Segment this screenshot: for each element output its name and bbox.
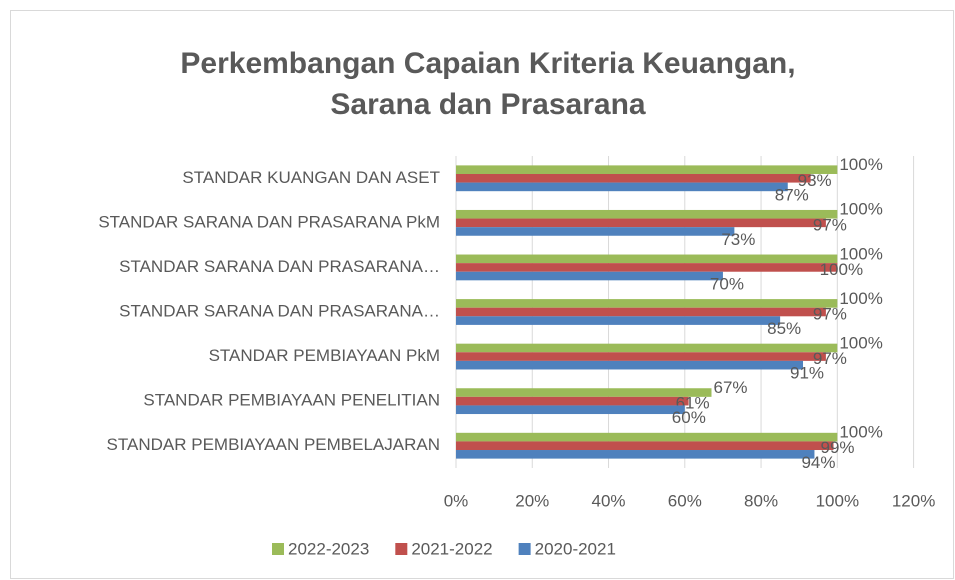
category-label: STANDAR SARANA DAN PRASARANA PkM — [98, 212, 440, 231]
bar — [456, 254, 838, 264]
data-label: 100% — [839, 289, 882, 308]
legend-swatch — [272, 543, 284, 555]
data-label: 100% — [839, 244, 882, 263]
bar — [456, 450, 815, 459]
x-tick-label: 80% — [744, 491, 778, 510]
x-tick-label: 40% — [592, 491, 626, 510]
x-tick-label: 120% — [892, 491, 935, 510]
x-tick-label: 100% — [816, 491, 859, 510]
category-label: STANDAR KUANGAN DAN ASET — [182, 168, 440, 187]
bar — [456, 441, 834, 451]
bar — [456, 405, 685, 415]
category-label: STANDAR PEMBIAYAAN PEMBELAJARAN — [107, 435, 440, 454]
chart-title: Perkembangan Capaian Kriteria Keuangan, — [180, 47, 795, 80]
data-label: 100% — [820, 260, 863, 279]
data-label: 93% — [798, 171, 832, 190]
data-label: 70% — [710, 275, 744, 294]
x-tick-label: 20% — [515, 491, 549, 510]
bar — [456, 227, 735, 236]
data-label: 100% — [839, 423, 882, 442]
legend-label: 2022-2023 — [288, 539, 369, 558]
bar — [456, 352, 826, 361]
category-label: STANDAR PEMBIAYAAN PkM — [209, 346, 440, 365]
bar — [456, 307, 826, 317]
data-label: 87% — [775, 185, 809, 204]
bar — [456, 165, 838, 174]
bar — [456, 218, 826, 228]
data-label: 97% — [813, 215, 847, 234]
legend-label: 2021-2022 — [411, 539, 492, 558]
legend-label: 2020-2021 — [535, 539, 616, 558]
data-label: 97% — [813, 349, 847, 368]
bar — [456, 209, 838, 219]
bar — [456, 396, 689, 406]
bar — [456, 360, 804, 370]
bar — [456, 316, 781, 325]
chart-border — [10, 10, 954, 579]
data-label: 97% — [813, 304, 847, 323]
chart-title: Sarana dan Prasarana — [330, 88, 645, 121]
data-label: 85% — [767, 319, 801, 338]
category-label: STANDAR PEMBIAYAAN PENELITIAN — [143, 391, 440, 410]
x-tick-label: 60% — [668, 491, 702, 510]
x-tick-label: 0% — [444, 491, 469, 510]
data-label: 99% — [821, 438, 855, 457]
bar — [456, 388, 712, 397]
bar — [456, 299, 838, 308]
legend-swatch — [518, 543, 531, 555]
bar — [456, 173, 811, 183]
bar — [456, 182, 788, 192]
category-label: STANDAR SARANA DAN PRASARANA… — [119, 301, 440, 320]
bar — [456, 343, 838, 353]
bar — [456, 263, 838, 272]
category-label: STANDAR SARANA DAN PRASARANA… — [119, 257, 440, 276]
data-label: 100% — [839, 333, 882, 352]
data-label: 60% — [672, 408, 706, 427]
data-label: 100% — [839, 200, 882, 219]
data-label: 100% — [839, 155, 882, 174]
data-label: 91% — [790, 364, 824, 383]
data-label: 67% — [713, 378, 747, 397]
bar — [456, 271, 723, 281]
legend-swatch — [395, 543, 408, 555]
bar — [456, 432, 838, 442]
data-label: 94% — [801, 453, 835, 472]
data-label: 73% — [721, 230, 755, 249]
